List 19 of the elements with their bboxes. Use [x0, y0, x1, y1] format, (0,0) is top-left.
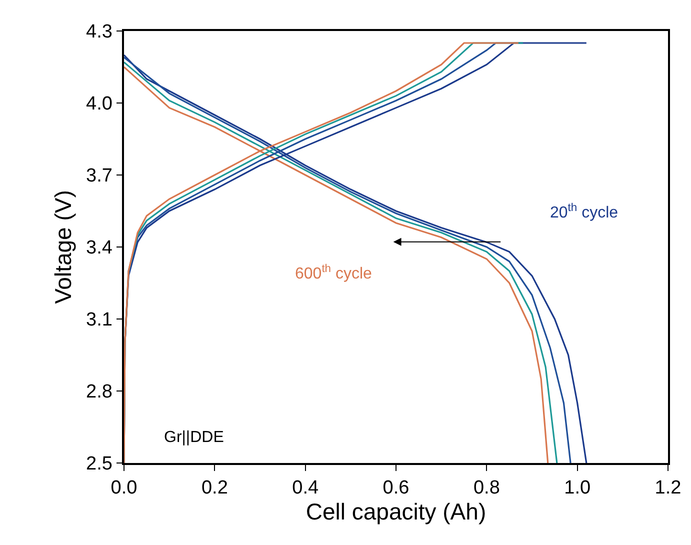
y-axis-title: Voltage (V)	[50, 190, 76, 304]
x-tick-label: 0.8	[473, 478, 500, 499]
annotation: 20$^{th}$ cycle	[550, 202, 618, 222]
x-tick-label: 0.4	[292, 478, 319, 499]
y-tick-label: 3.4	[86, 238, 113, 259]
y-tick-label: 4.0	[86, 94, 112, 115]
y-tick-label: 2.5	[86, 454, 112, 475]
y-tick-label: 3.7	[86, 166, 112, 187]
y-tick-label: 2.8	[86, 382, 112, 403]
x-tick-label: 0.6	[382, 478, 410, 499]
annotation: Gr||DDE	[164, 429, 224, 446]
annotation: 600$^{th}$ cycle	[295, 263, 372, 283]
x-tick-label: 1.2	[654, 478, 682, 499]
x-tick-label: 0.2	[201, 478, 228, 499]
x-tick-label: 1.0	[564, 478, 591, 499]
y-tick-label: 3.1	[86, 310, 112, 331]
x-axis-title: Cell capacity (Ah)	[306, 498, 486, 525]
y-tick-label: 4.3	[86, 22, 112, 43]
x-tick-label: 0.0	[110, 478, 138, 499]
